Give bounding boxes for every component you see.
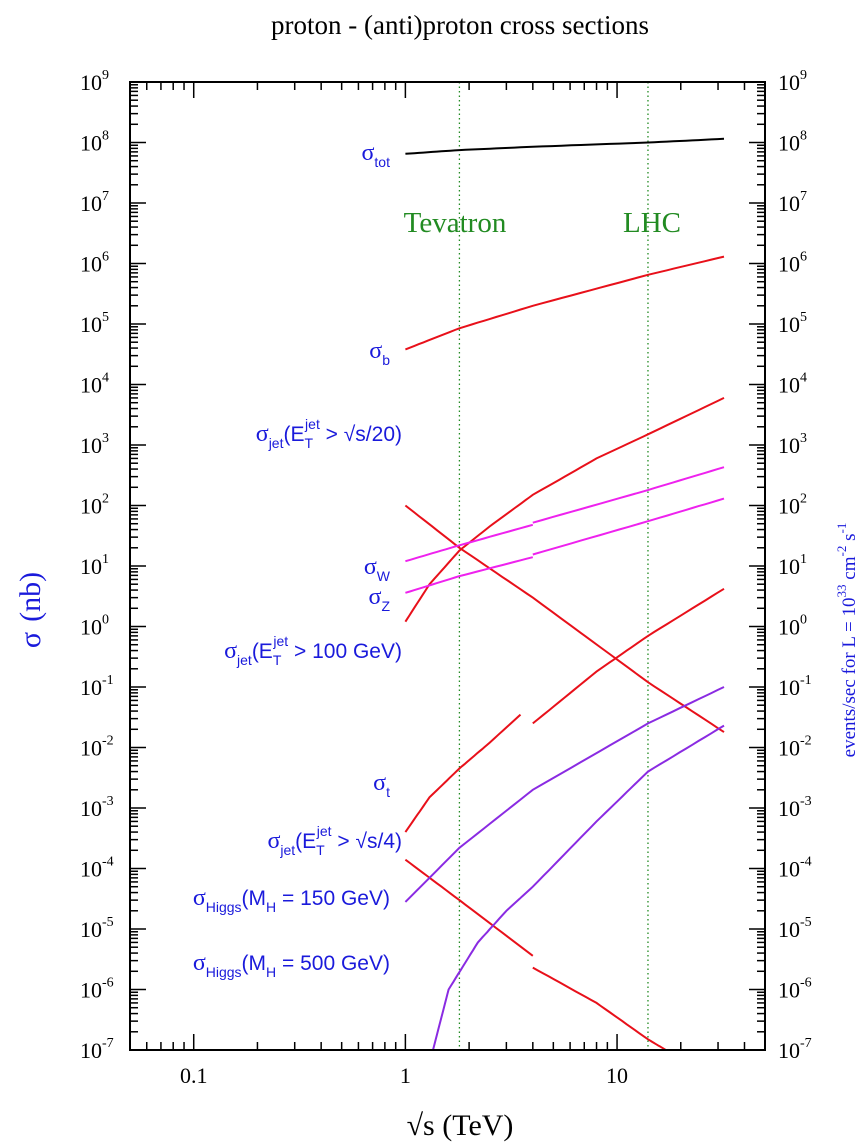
y-tick-label-right: 100 (778, 613, 807, 640)
curve-label-Z: σZ (369, 584, 391, 614)
y-tick-label-right: 103 (778, 431, 807, 458)
y-tick-label-right: 10-5 (778, 915, 812, 942)
x-tick-label: 10 (606, 1063, 628, 1088)
lhc-label: LHC (623, 207, 681, 239)
curve-label-tot: σtot (361, 140, 390, 170)
y-axis-label: σ (nb) (14, 572, 47, 648)
y-tick-label-left: 10-5 (80, 915, 114, 942)
x-axis-label: √s (TeV) (407, 1109, 514, 1142)
series-jet100-line (404, 397, 725, 623)
y-tick-label-left: 105 (80, 310, 109, 337)
y-tick-label-right: 10-1 (778, 673, 812, 700)
series-Z-line-2 (532, 497, 725, 556)
series-W-line-2 (532, 466, 725, 524)
series-b-line (405, 255, 725, 351)
y-tick-label-right: 10-2 (778, 734, 812, 761)
y-tick-label-left: 10-3 (80, 794, 114, 821)
y-tick-label-right: 106 (778, 250, 807, 277)
y-tick-label-left: 102 (80, 492, 109, 519)
series-tot-line (405, 137, 725, 155)
y-tick-label-left: 101 (80, 552, 109, 579)
right-axis-label-exp: 33 (834, 584, 849, 597)
curve-label-H150: σHiggs(MH = 150 GeV) (193, 885, 390, 915)
y-tick-label-right: 10-6 (778, 976, 812, 1003)
y-tick-label-left: 10-7 (80, 1036, 114, 1063)
series-t-line-1 (404, 713, 522, 833)
chart-title: proton - (anti)proton cross sections (271, 10, 649, 40)
y-tick-label-right: 105 (778, 310, 807, 337)
y-tick-label-left: 10-4 (80, 855, 114, 882)
x-tick-label: 0.1 (180, 1063, 208, 1088)
curve-label-t: σt (373, 770, 390, 800)
grid-layer: Tevatron LHC (404, 82, 681, 1050)
right-axis-label-main: events/sec for L = 10 (839, 597, 860, 757)
y-tick-label-left: 104 (80, 371, 109, 398)
right-axis-label-s: s (839, 534, 860, 546)
y-tick-label-left: 100 (80, 613, 109, 640)
right-axis-label-cm-exp: -2 (834, 546, 849, 557)
series-Z-line-1 (405, 556, 534, 594)
y-tick-label-right: 107 (778, 189, 807, 216)
series-W-line-1 (405, 523, 534, 563)
curve-label-b: σb (369, 338, 390, 368)
y-tick-label-right: 101 (778, 552, 807, 579)
series-t-line-2 (532, 587, 725, 725)
y-tick-label-left: 10-2 (80, 734, 114, 761)
y-tick-label-right: 10-4 (778, 855, 812, 882)
series-layer (404, 137, 725, 1051)
y-axis-symbol: σ (14, 632, 47, 648)
series-H150-line (404, 686, 725, 903)
y-tick-label-right: 109 (778, 68, 807, 95)
tevatron-label: Tevatron (404, 207, 507, 239)
right-axis-label-cm: cm (839, 556, 860, 584)
y-axis-unit: (nb) (14, 572, 47, 622)
y-tick-label-left: 109 (80, 68, 109, 95)
series-jet4-line-1 (404, 858, 534, 957)
y-tick-label-right: 10-7 (778, 1036, 812, 1063)
curve-label-jet20: σjet(ETjet > √s/20) (256, 416, 402, 451)
right-axis-label-s-exp: -1 (834, 523, 849, 534)
series-jet20-line (404, 504, 725, 733)
y-tick-label-right: 108 (778, 129, 807, 156)
curve-label-jet100: σjet(ETjet > 100 GeV) (224, 633, 402, 668)
y-tick-label-left: 108 (80, 129, 109, 156)
y-tick-label-left: 107 (80, 189, 109, 216)
right-axis-label: events/sec for L = 1033 cm-2 s-1 (834, 523, 860, 758)
curve-label-H500: σHiggs(MH = 500 GeV) (193, 950, 390, 980)
curve-label-jet4: σjet(ETjet > √s/4) (267, 823, 402, 858)
y-tick-label-right: 102 (778, 492, 807, 519)
y-tick-label-left: 10-1 (80, 673, 114, 700)
curve-label-W: σW (364, 554, 391, 584)
y-tick-label-left: 10-6 (80, 976, 114, 1003)
series-H500-line (432, 724, 725, 1051)
y-tick-label-right: 104 (778, 371, 807, 398)
y-tick-label-left: 103 (80, 431, 109, 458)
axes-layer: 0.1 1 10 109 109 108 108 107 107 106 106 105 105 104 1… (80, 68, 812, 1088)
x-tick-label: 1 (400, 1063, 411, 1088)
y-tick-label-left: 106 (80, 250, 109, 277)
y-tick-label-right: 10-3 (778, 794, 812, 821)
series-jet4-line-2 (532, 966, 667, 1051)
